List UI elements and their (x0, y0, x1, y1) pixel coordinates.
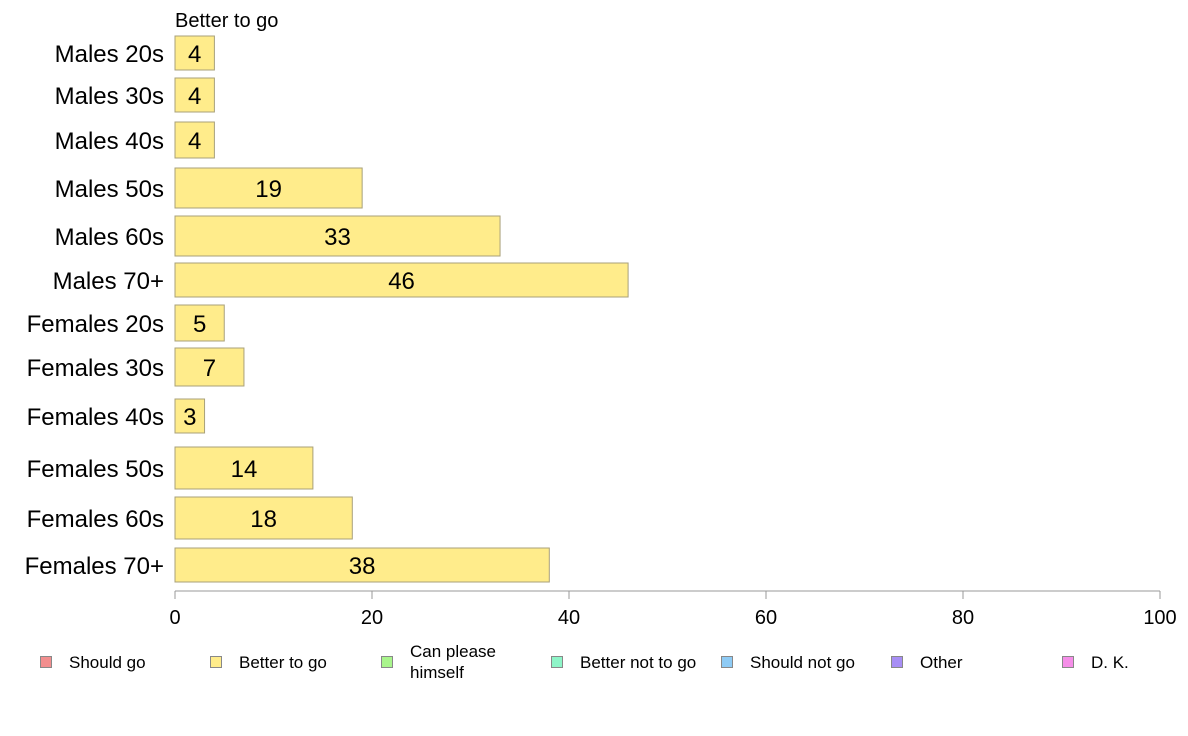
category-label: Males 40s (55, 128, 164, 155)
bar-value-label: 14 (231, 456, 258, 483)
legend-item: Should not go (721, 640, 855, 684)
bar (174, 398, 206, 434)
x-tick-label: 20 (361, 607, 383, 629)
category-label: Males 70+ (53, 268, 164, 295)
bar-value-label: 3 (183, 404, 196, 431)
bar (174, 77, 215, 113)
bars-group: Males 20s 4 Males 30s 4 Males 40s 4 Males 50s 1… (25, 35, 629, 583)
bar (174, 215, 501, 257)
legend-item: Should go (40, 640, 146, 684)
legend-label: Better not to go (580, 652, 697, 672)
bar-value-label: 38 (349, 553, 376, 580)
bar-value-label: 7 (203, 355, 216, 382)
legend-label: Should go (69, 652, 146, 672)
legend-label: Better to go (239, 652, 327, 672)
bar (174, 167, 363, 209)
legend-item: Better not to go (551, 640, 696, 684)
bar-chart: Better to go Males 20s 4 Males 30s 4 Males 4… (25, 10, 1177, 629)
bar (174, 304, 225, 342)
x-axis: 0 20 40 60 80 100 (169, 590, 1177, 629)
legend-swatch-icon (1062, 656, 1074, 668)
bar (174, 496, 353, 540)
category-label: Males 30s (55, 83, 164, 110)
legend-label: Other (920, 652, 963, 672)
legend: Should go Better to go Can please himself Be… (0, 640, 1188, 690)
category-label: Females 40s (27, 404, 164, 431)
bar (174, 547, 550, 583)
legend-item: D. K. (1062, 640, 1129, 684)
x-tick-label: 80 (952, 607, 974, 629)
x-tick-label: 0 (169, 607, 180, 629)
bar (174, 446, 314, 490)
legend-swatch-icon (40, 656, 52, 668)
bar (174, 35, 215, 71)
bar-value-label: 19 (255, 176, 282, 203)
x-tick-label: 100 (1143, 607, 1176, 629)
legend-swatch-icon (891, 656, 903, 668)
bar-value-label: 4 (188, 41, 201, 68)
legend-item: Better to go (210, 640, 327, 684)
category-label: Males 50s (55, 176, 164, 203)
category-label: Males 60s (55, 224, 164, 251)
legend-label: Should not go (750, 652, 855, 672)
x-tick-label: 40 (558, 607, 580, 629)
category-label: Females 60s (27, 506, 164, 533)
bar-value-label: 46 (388, 268, 415, 295)
bar-value-label: 18 (250, 506, 277, 533)
legend-swatch-icon (551, 656, 563, 668)
bar-value-label: 33 (324, 224, 351, 251)
bar (174, 262, 629, 298)
bar-value-label: 5 (193, 311, 206, 338)
bar (174, 347, 245, 387)
legend-item: Can please himself (381, 640, 496, 684)
category-label: Females 20s (27, 311, 164, 338)
legend-swatch-icon (721, 656, 733, 668)
legend-item: Other (891, 640, 963, 684)
bar-value-label: 4 (188, 128, 201, 155)
category-label: Females 70+ (25, 553, 164, 580)
bar (174, 121, 215, 159)
series-title: Better to go (175, 10, 278, 32)
legend-swatch-icon (381, 656, 393, 668)
category-label: Females 30s (27, 355, 164, 382)
x-tick-label: 60 (755, 607, 777, 629)
category-label: Females 50s (27, 456, 164, 483)
legend-label: D. K. (1091, 652, 1129, 672)
legend-label: Can please himself (410, 642, 497, 682)
category-label: Males 20s (55, 41, 164, 68)
legend-swatch-icon (210, 656, 222, 668)
bar-value-label: 4 (188, 83, 201, 110)
